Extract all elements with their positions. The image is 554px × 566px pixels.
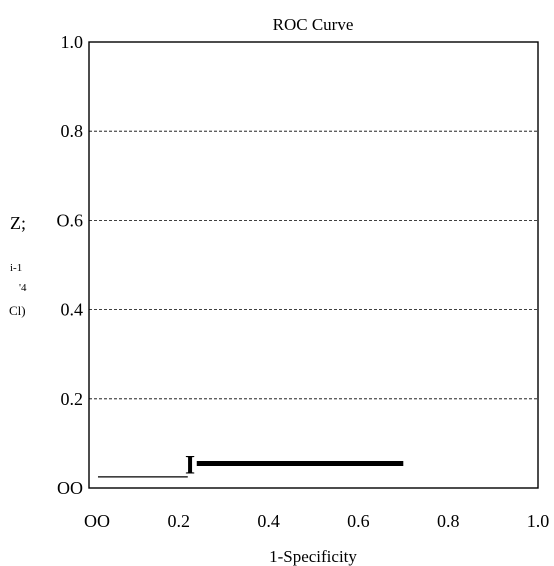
- y-axis-label-fragment: i-1: [10, 262, 22, 274]
- y-axis-label-fragment: Z;: [10, 213, 26, 233]
- x-tick-label: 0.4: [257, 511, 280, 531]
- annotation-layer: I: [185, 450, 195, 479]
- annotation-mark: I: [185, 450, 195, 479]
- series-layer: [97, 460, 404, 478]
- x-tick-labels: OO 0.2 0.4 0.6 0.8 1.0: [84, 511, 549, 531]
- y-tick-label: 0.4: [61, 300, 84, 320]
- x-tick-label: 0.6: [347, 511, 370, 531]
- y-tick-label: 0.8: [61, 121, 84, 141]
- y-axis-label-fragment: Cl): [9, 303, 26, 318]
- y-axis-label-fragment: '4: [19, 282, 27, 294]
- x-tick-label: 0.8: [437, 511, 460, 531]
- x-tick-label: 1.0: [527, 511, 550, 531]
- x-tick-label: OO: [84, 511, 110, 531]
- y-tick-label: 1.0: [61, 32, 84, 52]
- y-tick-label: OO: [57, 478, 83, 498]
- y-axis-label: Z; i-1 '4 Cl): [9, 213, 27, 318]
- x-tick-label: 0.2: [168, 511, 191, 531]
- y-tick-label: O.6: [57, 210, 84, 230]
- x-axis-label: 1-Specificity: [269, 547, 357, 566]
- y-tick-labels: OO 0.2 0.4 O.6 0.8 1.0: [57, 32, 84, 498]
- plot-frame: [88, 41, 539, 489]
- gridlines: [89, 130, 538, 400]
- chart-title: ROC Curve: [273, 15, 354, 34]
- y-tick-label: 0.2: [61, 389, 84, 409]
